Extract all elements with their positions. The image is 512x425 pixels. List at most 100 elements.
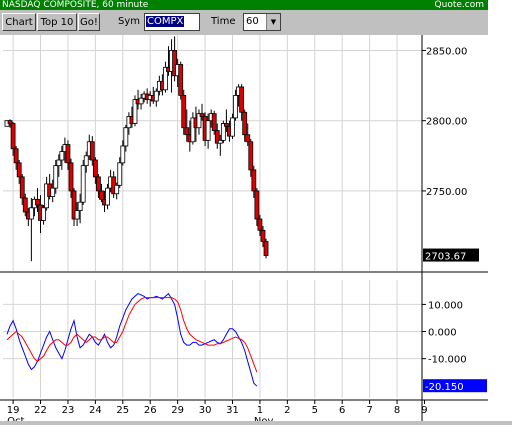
x-tick-label: 30 (199, 405, 212, 416)
sym-label: Sym (118, 16, 141, 27)
candle-up (105, 187, 110, 206)
indicator-tick-label: 10.000 (428, 300, 463, 311)
candle-down (35, 198, 40, 206)
candles (4, 36, 269, 262)
x-tick-label: 7 (366, 405, 372, 416)
chart-area: 2850.00 2800.00 2750.00 2703.67 10.000 0.000 -… (0, 35, 488, 425)
candle-down (211, 113, 217, 131)
candle-up (83, 155, 89, 167)
time-label: Time (211, 16, 236, 27)
chart-svg: 2850.00 2800.00 2750.00 2703.67 10.000 0.000 -… (0, 35, 488, 425)
candle-down (96, 176, 101, 192)
candle-up (117, 162, 123, 186)
candle-down (181, 95, 187, 129)
x-tick-label: 24 (89, 405, 102, 416)
candle-down (99, 190, 104, 200)
candle-up (28, 207, 34, 220)
last-price-box (423, 248, 479, 262)
candle-down (92, 159, 98, 178)
candle-up (53, 165, 59, 189)
brand-label: Quote.com (434, 0, 484, 10)
indicator-line-slow (6, 297, 258, 373)
candle-up (77, 201, 83, 211)
candle-down (22, 197, 28, 213)
indicator-lines (6, 292, 258, 387)
candle-up (114, 184, 120, 195)
symbol-input[interactable]: COMPX (144, 13, 200, 31)
candle-down (242, 111, 248, 136)
month-label: Oct (7, 416, 24, 421)
price-tick-label: 2850.00 (426, 46, 467, 57)
x-tick-label: 23 (62, 405, 75, 416)
x-tick-label: 1 (257, 405, 263, 416)
candle-up (132, 99, 138, 124)
indicator-last-label: -20.150 (425, 382, 464, 393)
indicator-tick-label: -10.000 (428, 355, 467, 366)
candle-up (190, 117, 196, 143)
candle-down (224, 123, 229, 127)
candle-down (199, 113, 205, 117)
indicator-last-box (423, 379, 487, 393)
candle-down (214, 130, 220, 144)
candle-up (120, 145, 126, 164)
candle-down (7, 120, 13, 124)
window-title: NASDAQ COMPOSITE, 60 minute (2, 0, 149, 10)
candle-up (233, 95, 238, 119)
candle-up (41, 207, 46, 221)
chart-button[interactable]: Chart (2, 13, 36, 31)
candle-down (19, 176, 25, 199)
symbol-value: COMPX (146, 16, 185, 27)
indicator-line-fast (6, 292, 258, 387)
toolbar: Chart Top 10 Go! Sym COMPX Time 60 ▼ (0, 10, 488, 35)
price-tick-label: 2800.00 (426, 117, 467, 128)
candle-up (205, 120, 211, 141)
candle-down (178, 64, 184, 96)
candle-up (59, 151, 65, 161)
dropdown-arrow-icon[interactable]: ▼ (266, 14, 280, 30)
x-tick-label: 19 (7, 405, 20, 416)
candle-down (16, 162, 22, 178)
x-tick-label: 22 (34, 405, 47, 416)
candle-down (172, 50, 178, 77)
candle-up (217, 139, 223, 144)
candle-down (13, 148, 19, 164)
x-tick-label: 5 (312, 405, 318, 416)
candle-down (65, 144, 71, 164)
go-button[interactable]: Go! (78, 13, 100, 31)
axis-labels: 2850.00 2800.00 2750.00 2703.67 10.000 0.000 -… (7, 46, 487, 425)
x-tick-label: 6 (339, 405, 345, 416)
candle-down (248, 141, 254, 171)
candle-up (138, 97, 144, 105)
candle-down (68, 162, 74, 192)
candle-up (123, 127, 129, 147)
axes (0, 35, 488, 421)
last-price-label: 2703.67 (425, 252, 466, 263)
candle-down (251, 169, 257, 192)
candle-down (254, 190, 260, 220)
candle-up (56, 159, 62, 167)
candle-down (260, 229, 266, 242)
time-select[interactable]: 60 ▼ (243, 13, 281, 31)
candle-down (89, 141, 95, 161)
x-tick-label: 9 (421, 405, 427, 416)
x-tick-label: 26 (144, 405, 157, 416)
candle-down (184, 127, 190, 136)
candle-up (163, 66, 168, 91)
x-tick-label: 25 (116, 405, 129, 416)
x-tick-label: 29 (171, 405, 184, 416)
candle-down (257, 218, 263, 231)
title-bar: NASDAQ COMPOSITE, 60 minute Quote.com (0, 0, 488, 10)
top10-button[interactable]: Top 10 (37, 13, 77, 31)
candle-up (153, 90, 159, 102)
indicator-tick-label: 0.000 (428, 328, 457, 339)
indicator-grid (3, 280, 422, 398)
x-tick-label: 8 (394, 405, 400, 416)
time-value: 60 (246, 16, 259, 27)
candle-up (196, 113, 202, 129)
x-tick-label: 31 (226, 405, 239, 416)
price-tick-label: 2750.00 (426, 187, 467, 198)
candle-up (230, 117, 235, 137)
right-margin (488, 0, 512, 421)
candle-up (220, 123, 226, 141)
candle-down (245, 134, 251, 143)
